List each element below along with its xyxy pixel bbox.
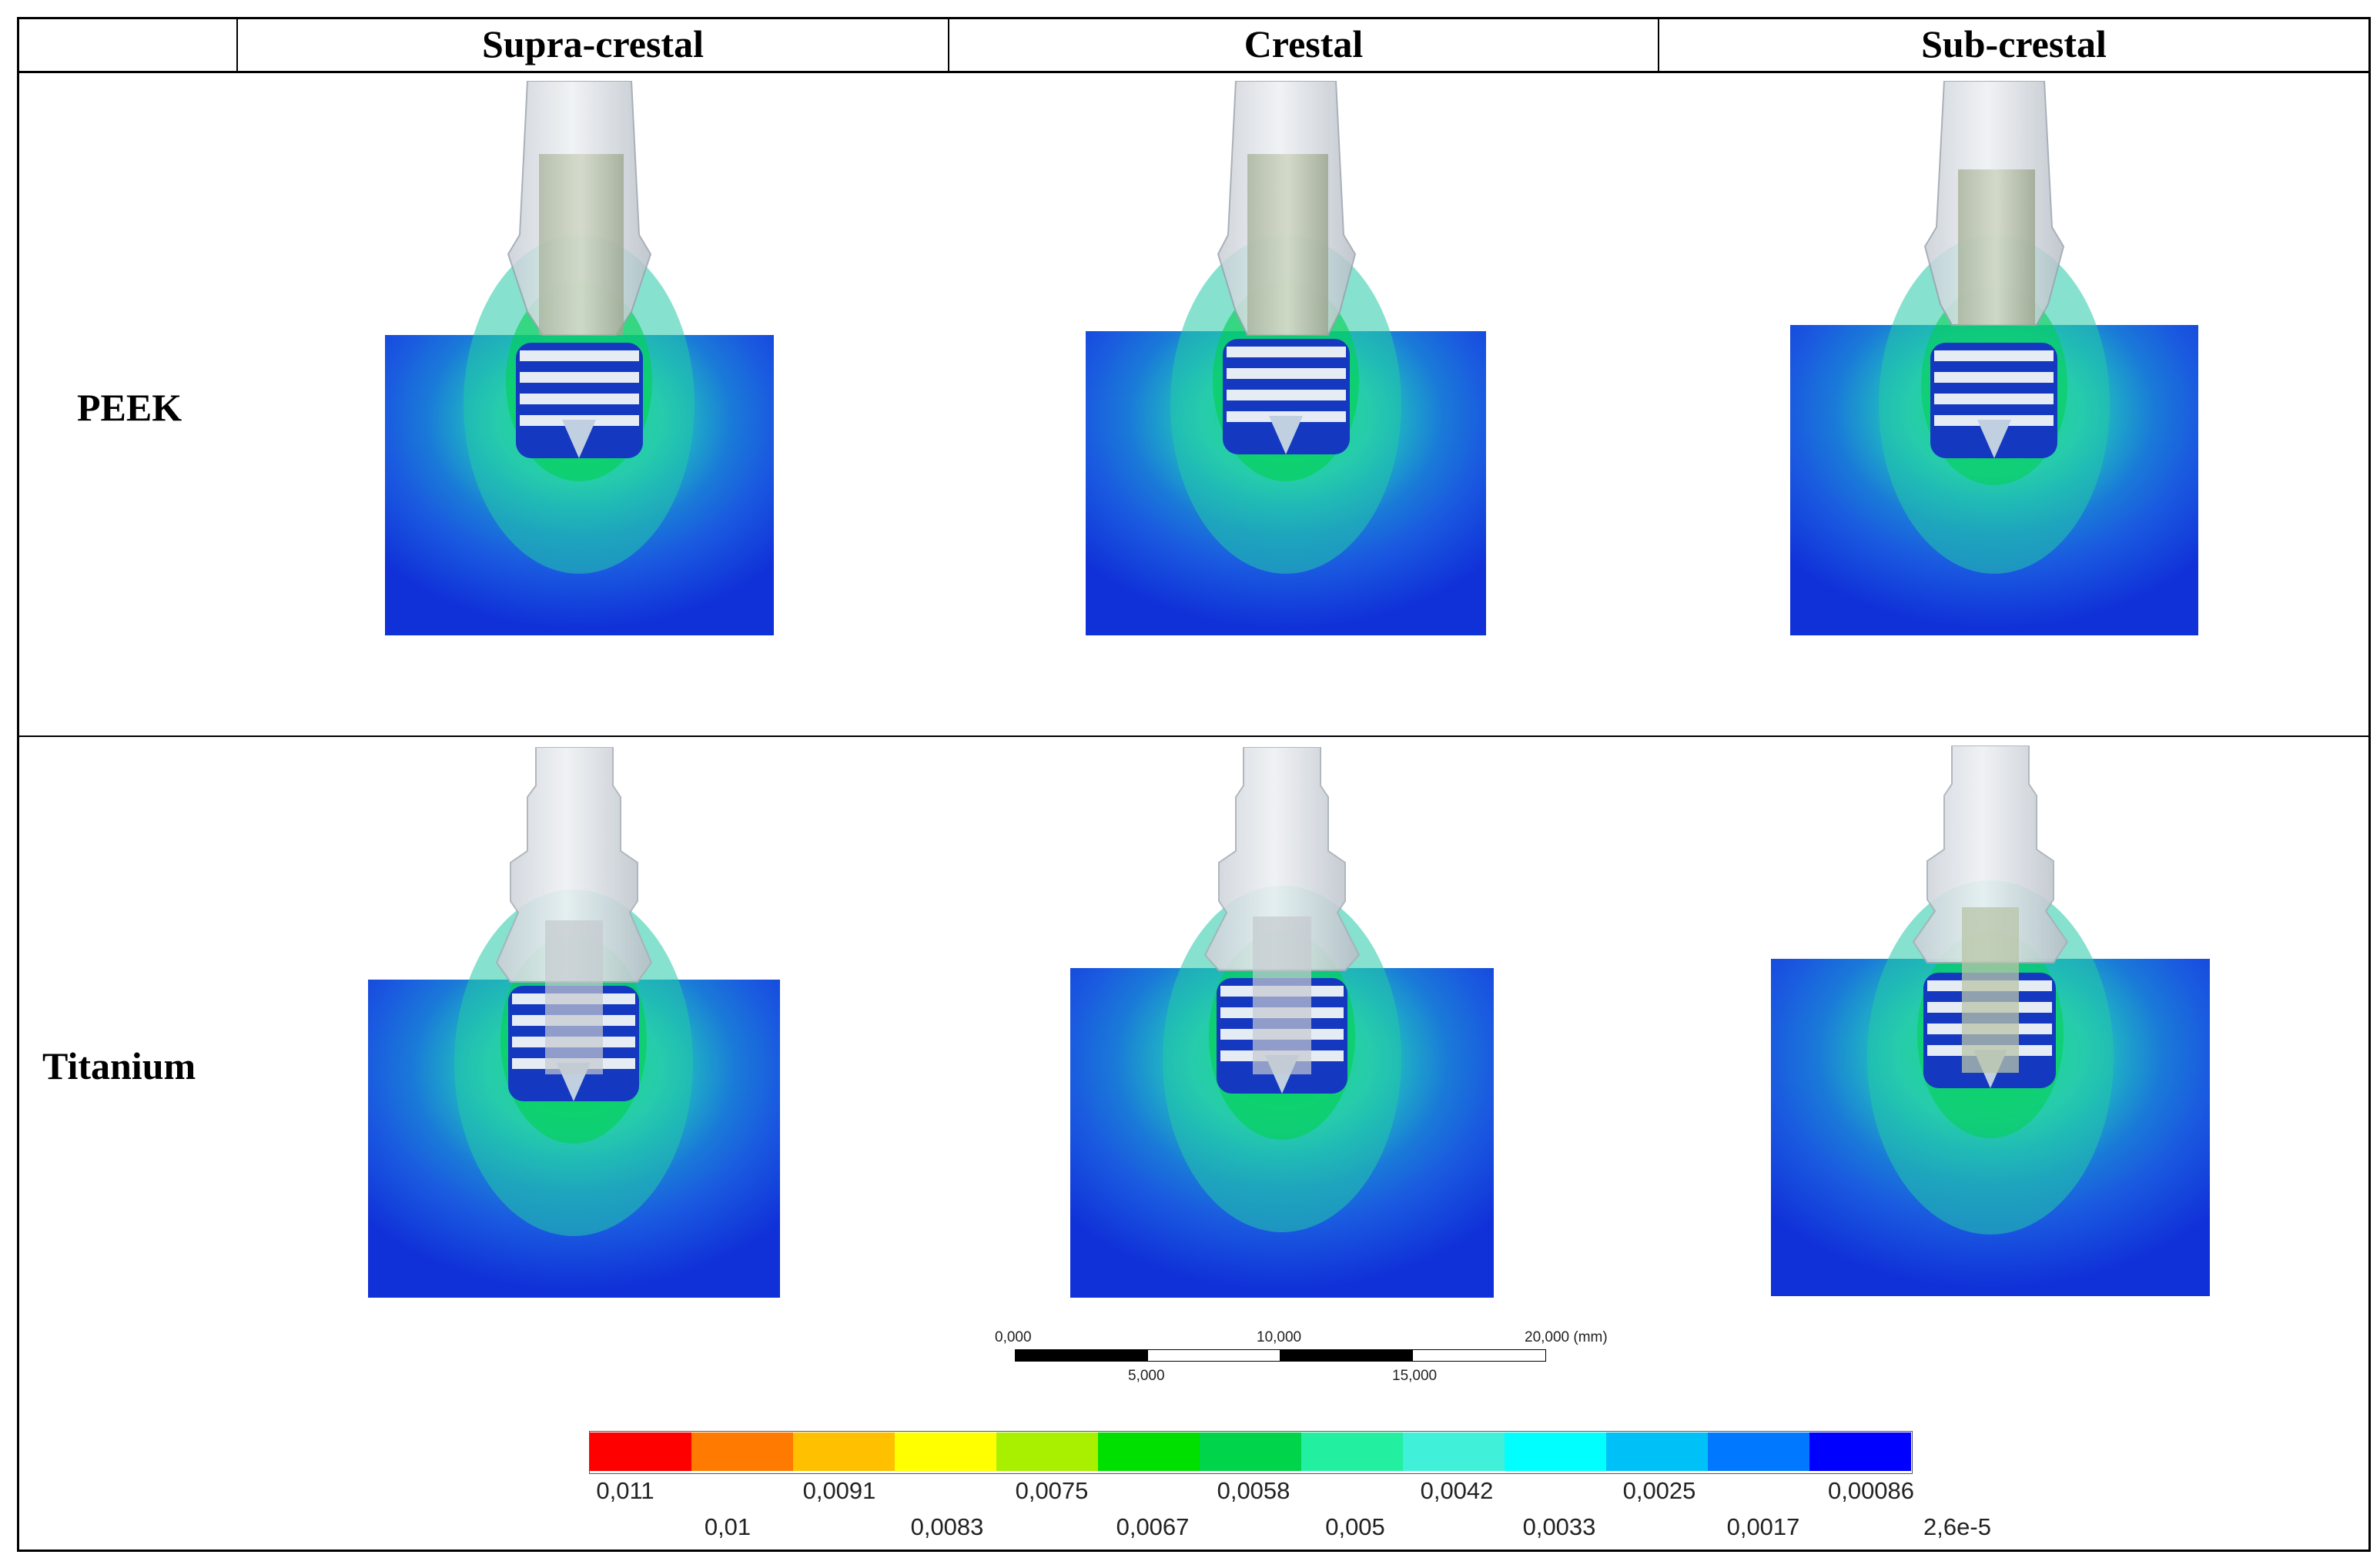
legend-label: 0,0091 (802, 1477, 876, 1504)
legend-label: 0,00086 (1827, 1477, 1915, 1504)
header-col-divider-2 (948, 17, 949, 72)
legend-swatch-3 (793, 1432, 895, 1471)
scale-segment-black-1 (1015, 1349, 1147, 1362)
legend-swatch-2 (691, 1432, 793, 1471)
scale-label-20: 20,000 (mm) (1525, 1329, 1608, 1345)
scale-label-10: 10,000 (1257, 1329, 1302, 1345)
legend-label: 0,0025 (1622, 1477, 1696, 1504)
column-header-crestal: Crestal (1244, 22, 1364, 65)
legend-swatch-5 (996, 1432, 1098, 1471)
row-header-peek: PEEK (77, 386, 182, 429)
implant-threads (516, 343, 643, 458)
table-header-divider (17, 71, 2371, 73)
peek-sub-crestal-model (1790, 81, 2198, 635)
scale-label-15: 15,000 (1392, 1368, 1438, 1384)
legend-swatch-9 (1403, 1432, 1505, 1471)
header-col-divider-3 (1658, 17, 1659, 72)
column-header-sub-crestal: Sub-crestal (1921, 22, 2107, 65)
scale-segment-white-2 (1412, 1349, 1546, 1362)
legend-label: 0,0067 (1116, 1513, 1190, 1540)
legend-label: 0,0083 (910, 1513, 984, 1540)
titanium-crestal-model (1070, 747, 1494, 1298)
legend-label: 0,0033 (1522, 1513, 1596, 1540)
legend-swatch-8 (1301, 1432, 1403, 1471)
legend-swatch-4 (895, 1432, 996, 1471)
peek-supra-crestal-model (385, 81, 774, 635)
legend-label: 0,0042 (1420, 1477, 1494, 1504)
legend-swatch-11 (1606, 1432, 1708, 1471)
legend-label: 0,0017 (1726, 1513, 1800, 1540)
legend-label: 0,01 (704, 1513, 751, 1540)
color-legend (589, 1431, 1913, 1474)
scale-bar (1015, 1349, 1554, 1365)
row-header-titanium: Titanium (42, 1044, 196, 1087)
titanium-sub-crestal-model (1771, 745, 2210, 1296)
scale-segment-black-2 (1280, 1349, 1412, 1362)
legend-label: 0,005 (1325, 1513, 1385, 1540)
legend-swatch-1 (590, 1432, 691, 1471)
legend-swatch-12 (1708, 1432, 1809, 1471)
scale-label-0: 0,000 (995, 1329, 1032, 1345)
legend-label: 0,011 (596, 1477, 654, 1504)
peek-crestal-model (1086, 81, 1486, 635)
column-header-supra-crestal: Supra-crestal (482, 22, 704, 65)
legend-label: 2,6e-5 (1923, 1513, 1991, 1540)
legend-swatch-6 (1098, 1432, 1200, 1471)
legend-label: 0,0058 (1217, 1477, 1290, 1504)
titanium-supra-crestal-model (368, 747, 780, 1298)
legend-label: 0,0075 (1015, 1477, 1089, 1504)
scale-label-5: 5,000 (1128, 1368, 1165, 1384)
screw (539, 154, 624, 335)
header-col-divider-1 (236, 17, 238, 72)
table-border-bottom (17, 1550, 2371, 1552)
table-border-right (2368, 17, 2371, 1552)
legend-swatch-7 (1200, 1432, 1301, 1471)
table-border-top (17, 17, 2371, 19)
table-border-left (17, 17, 19, 1552)
legend-swatch-13 (1809, 1432, 1911, 1471)
scale-segment-white-1 (1147, 1349, 1281, 1362)
legend-swatch-10 (1505, 1432, 1606, 1471)
table-row-divider (17, 735, 2371, 737)
